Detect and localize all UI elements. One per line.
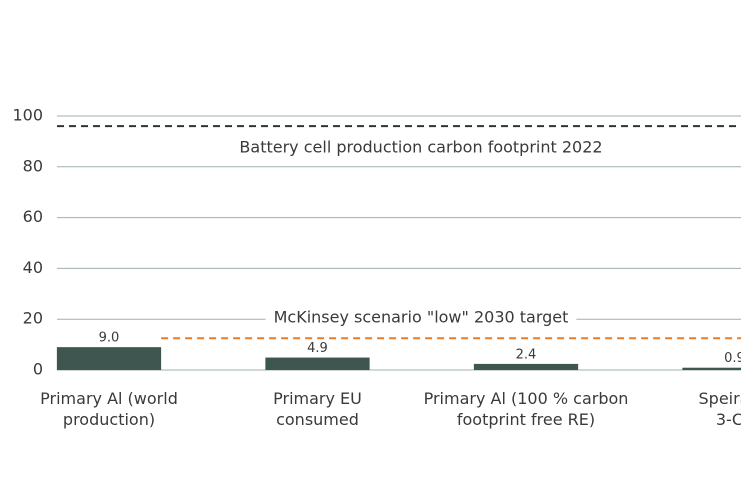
y-tick-label: 20 <box>23 309 43 328</box>
value-label: 4.9 <box>307 341 328 356</box>
y-tick-label: 100 <box>12 106 43 125</box>
y-tick-label: 60 <box>23 207 43 226</box>
bar <box>265 357 370 370</box>
y-tick-label: 80 <box>23 156 43 175</box>
value-label: 0.9 <box>724 351 741 366</box>
label-background <box>231 137 611 157</box>
reference-label: Battery cell production carbon footprint… <box>239 138 602 157</box>
reference-label: McKinsey scenario "low" 2030 target <box>274 308 569 327</box>
bar <box>56 347 162 370</box>
label-background <box>265 307 577 327</box>
y-tick-label: 0 <box>33 360 43 379</box>
y-tick-label: 40 <box>23 258 43 277</box>
value-label: 2.4 <box>516 347 537 362</box>
x-tick-label: Primary EU consumed <box>273 389 362 429</box>
value-label: 9.0 <box>99 331 120 346</box>
x-tick-label: Primary Al (world production) <box>40 389 178 429</box>
bar <box>473 363 579 370</box>
x-tick-label: Primary Al (100 % carbon footprint free R… <box>424 389 629 429</box>
bar <box>682 367 741 370</box>
x-tick-label: Speira IC3-CS <box>699 389 741 429</box>
